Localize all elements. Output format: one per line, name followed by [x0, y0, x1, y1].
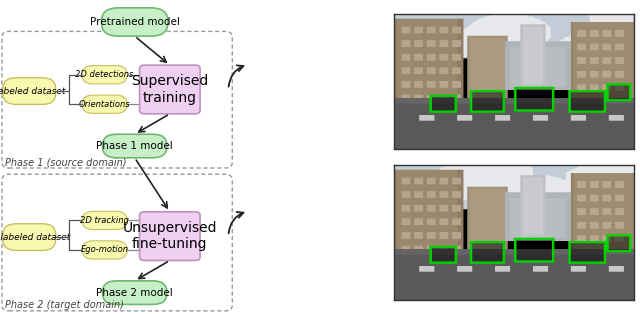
Text: Phase 2 model: Phase 2 model: [96, 288, 173, 298]
FancyBboxPatch shape: [102, 8, 168, 36]
FancyBboxPatch shape: [102, 134, 167, 158]
FancyBboxPatch shape: [3, 224, 56, 251]
Text: Unlabeled dataset: Unlabeled dataset: [0, 233, 70, 241]
FancyBboxPatch shape: [3, 78, 56, 104]
Text: Ego-motion: Ego-motion: [81, 246, 129, 254]
Text: Phase 1 (source domain): Phase 1 (source domain): [4, 157, 126, 167]
FancyBboxPatch shape: [82, 95, 127, 113]
FancyBboxPatch shape: [82, 241, 127, 259]
FancyBboxPatch shape: [140, 212, 200, 261]
FancyBboxPatch shape: [82, 66, 127, 84]
FancyBboxPatch shape: [82, 211, 127, 230]
Text: Phase 1 model: Phase 1 model: [96, 141, 173, 151]
Text: 2D tracking: 2D tracking: [80, 216, 129, 225]
Text: Supervised
training: Supervised training: [131, 74, 209, 105]
Text: Unsupervised
fine-tuning: Unsupervised fine-tuning: [123, 221, 217, 251]
Text: Labeled dataset: Labeled dataset: [0, 87, 65, 95]
FancyBboxPatch shape: [102, 281, 167, 305]
Text: Pretrained model: Pretrained model: [90, 17, 180, 27]
Text: Phase 2 (target domain): Phase 2 (target domain): [4, 300, 124, 310]
Text: Orientations: Orientations: [79, 100, 131, 109]
FancyBboxPatch shape: [140, 65, 200, 114]
Text: 2D detections: 2D detections: [76, 70, 134, 79]
